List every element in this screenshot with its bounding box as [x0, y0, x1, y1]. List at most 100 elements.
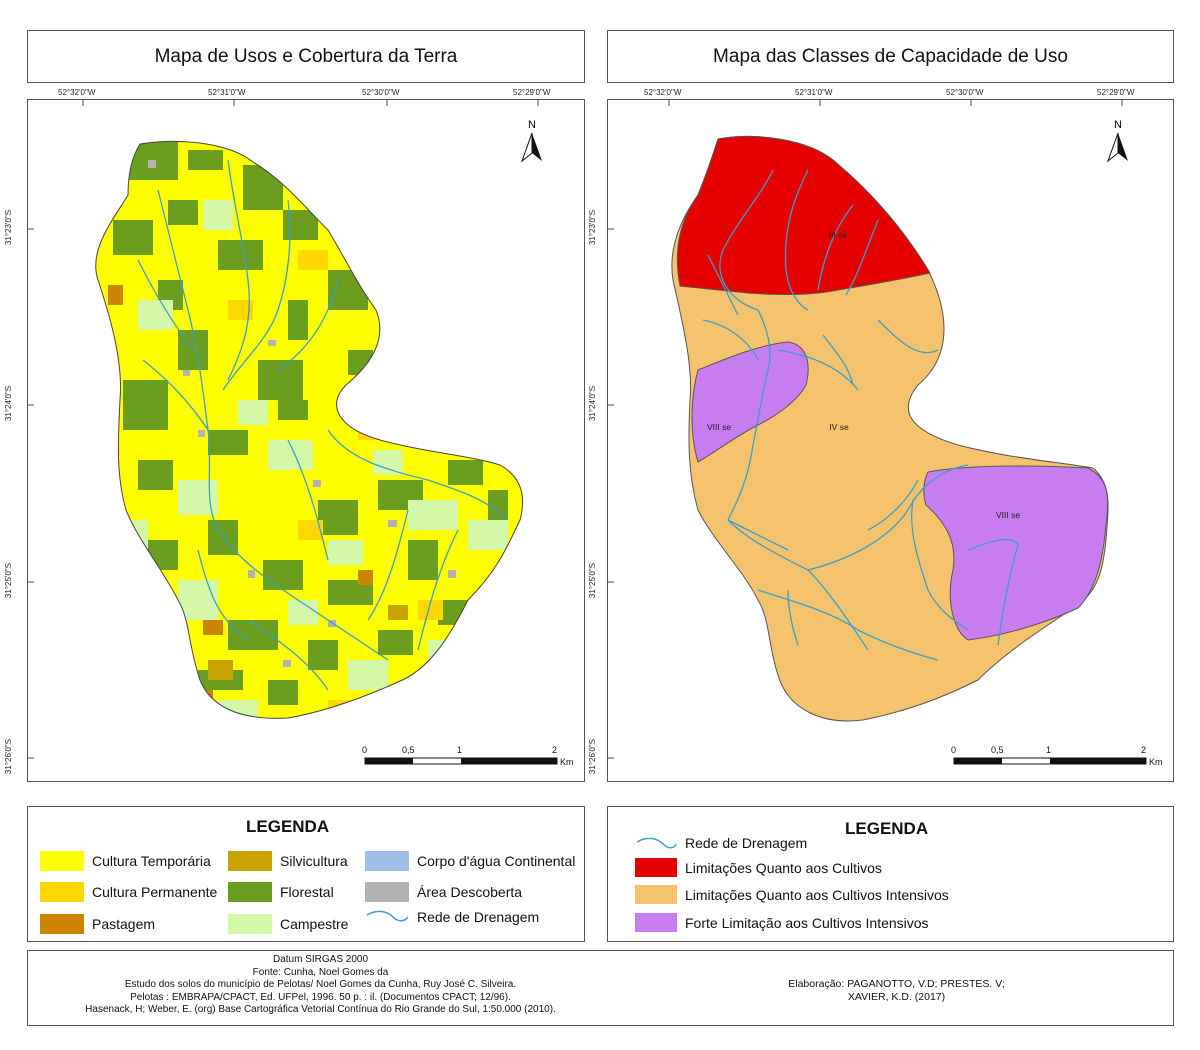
right-lon-label-1: 52°32'0"W	[644, 88, 682, 97]
left-scale-tick-2: 2	[552, 745, 558, 755]
credits-box: Datum SIRGAS 2000 Fonte: Cunha, Noel Gom…	[27, 950, 1174, 1026]
right-scale-tick-2: 2	[1141, 745, 1147, 755]
left-map-title: Mapa de Usos e Cobertura da Terra	[154, 45, 458, 67]
left-title-box: Mapa de Usos e Cobertura da Terra	[27, 30, 585, 83]
left-north-label: N	[528, 119, 536, 131]
left-drainage-network	[137, 159, 509, 691]
credit-line: Fonte: Cunha, Noel Gomes da	[252, 966, 389, 978]
right-lat-label-4: 31°26'0"S	[588, 738, 598, 775]
right-scale-tick-0: 0	[951, 745, 957, 755]
left-lat-label-4: 31°26'0"S	[4, 738, 14, 775]
legend-item-florestal: Florestal	[228, 882, 334, 902]
legend-item-rede-drenagem-right: Rede de Drenagem	[635, 834, 807, 852]
legend-label: Rede de Drenagem	[685, 835, 808, 851]
area-descoberta-swatch	[365, 882, 409, 902]
land-use-mosaic	[95, 141, 523, 719]
class-label-viii-west: VIII se	[707, 422, 731, 432]
left-lon-label-4: 52°29'0"W	[513, 88, 551, 97]
left-lon-label-1: 52°32'0"W	[58, 88, 96, 97]
left-lat-label-1: 31°23'0"S	[4, 209, 14, 246]
limitacoes-intensivos-swatch	[635, 885, 677, 904]
credit-line: Elaboração: PAGANOTTO, V.D; PRESTES. V;	[788, 978, 1005, 990]
legend-item-silvicultura: Silvicultura	[228, 851, 348, 871]
class-label-viii-east: VIII se	[996, 510, 1020, 520]
class-iii-area	[676, 136, 931, 296]
right-scale-tick-1: 1	[1046, 745, 1052, 755]
right-scale-unit: Km	[1149, 757, 1163, 767]
drainage-line-icon	[636, 837, 677, 849]
class-viii-west-area	[691, 341, 809, 463]
forte-limitacao-swatch	[635, 913, 677, 932]
legend-item-forte-limitacao: Forte Limitação aos Cultivos Intensivos	[635, 913, 929, 932]
cultura-temporaria-swatch	[40, 851, 84, 871]
legend-item-rede-drenagem: Rede de Drenagem	[365, 907, 539, 927]
right-map-frame: III se IV se VIII se VIII se N	[607, 99, 1174, 782]
left-watershed-outline	[95, 140, 524, 719]
campestre-swatch	[228, 914, 272, 934]
pastagem-swatch	[40, 914, 84, 934]
right-lat-label-3: 31°25'0"S	[588, 562, 598, 599]
credit-line: Datum SIRGAS 2000	[272, 954, 369, 965]
right-title-box: Mapa das Classes de Capacidade de Uso	[607, 30, 1174, 83]
legend-label: Corpo d'água Continental	[417, 853, 576, 869]
left-legend-box: LEGENDA Cultura Temporária Cultura Perma…	[27, 806, 585, 942]
left-scale-tick-0: 0	[362, 745, 368, 755]
left-lon-label-3: 52°30'0"W	[362, 88, 400, 97]
credits-right: Elaboração: PAGANOTTO, V.D; PRESTES. V; …	[618, 978, 1175, 1004]
legend-item-corpo-dagua: Corpo d'água Continental	[365, 851, 575, 871]
left-north-arrow: N	[520, 119, 542, 163]
class-label-iii: III se	[829, 230, 848, 240]
class-label-iv: IV se	[829, 422, 849, 432]
florestal-swatch	[228, 882, 272, 902]
credit-line: XAVIER, K.D. (2017)	[847, 991, 946, 1003]
legend-item-cultura-temporaria: Cultura Temporária	[40, 851, 211, 871]
corpo-dagua-swatch	[365, 851, 409, 871]
legend-item-limitacoes-intensivos: Limitações Quanto aos Cultivos Intensivo…	[635, 885, 949, 904]
right-lat-label-1: 31°23'0"S	[588, 209, 598, 246]
cultura-permanente-swatch	[40, 882, 84, 902]
left-scale-tick-05: 0,5	[402, 745, 415, 755]
right-lon-label-4: 52°29'0"W	[1097, 88, 1135, 97]
right-drainage-network	[702, 169, 1019, 661]
credit-line: Estudo dos solos do município de Pelotas…	[124, 979, 517, 990]
left-legend-title: LEGENDA	[246, 817, 330, 836]
legend-label: Limitações Quanto aos Cultivos	[685, 859, 882, 876]
credit-line: Hasenack, H; Weber, E. (org) Base Cartog…	[85, 1004, 556, 1015]
drainage-line-icon	[366, 910, 409, 922]
left-lat-label-3: 31°25'0"S	[4, 562, 14, 599]
right-lat-label-2: 31°24'0"S	[588, 385, 598, 422]
right-map-canvas: III se IV se VIII se VIII se N	[608, 100, 1147, 765]
right-map-title: Mapa das Classes de Capacidade de Uso	[713, 45, 1068, 67]
right-scale-tick-05: 0,5	[991, 745, 1004, 755]
right-scale-bar	[953, 757, 1147, 765]
right-lon-label-2: 52°31'0"W	[795, 88, 833, 97]
credit-line: Pelotas : EMBRAPA/CPACT, Ed. UFPel, 1996…	[130, 991, 511, 1003]
right-north-label: N	[1114, 119, 1122, 131]
right-legend-box: LEGENDA Rede de Drenagem Limitações Quan…	[607, 806, 1174, 942]
legend-label: Cultura Permanente	[92, 884, 218, 900]
left-scale-unit: Km	[560, 757, 574, 767]
legend-label: Florestal	[280, 884, 334, 900]
legend-label: Área Descoberta	[417, 884, 523, 900]
left-lon-label-2: 52°31'0"W	[208, 88, 246, 97]
legend-item-limitacoes-cultivos: Limitações Quanto aos Cultivos	[635, 858, 882, 877]
legend-label: Campestre	[280, 916, 349, 932]
legend-item-area-descoberta: Área Descoberta	[365, 882, 522, 902]
left-map-canvas: N	[28, 100, 558, 765]
left-lat-label-2: 31°24'0"S	[4, 385, 14, 422]
legend-item-pastagem: Pastagem	[40, 914, 155, 934]
legend-label: Silvicultura	[280, 853, 348, 869]
legend-label: Pastagem	[92, 916, 156, 932]
legend-label: Rede de Drenagem	[417, 909, 540, 925]
silvicultura-swatch	[228, 851, 272, 871]
legend-label: Cultura Temporária	[92, 853, 211, 869]
right-north-arrow: N	[1106, 119, 1128, 163]
legend-item-campestre: Campestre	[228, 914, 348, 934]
left-scale-tick-1: 1	[457, 745, 463, 755]
right-lon-label-3: 52°30'0"W	[946, 88, 984, 97]
right-legend-title: LEGENDA	[845, 819, 929, 838]
left-map-frame: N	[27, 99, 585, 782]
credits-left: Datum SIRGAS 2000 Fonte: Cunha, Noel Gom…	[28, 954, 613, 1017]
left-scale-bar	[364, 757, 558, 765]
limitacoes-cultivos-swatch	[635, 858, 677, 877]
